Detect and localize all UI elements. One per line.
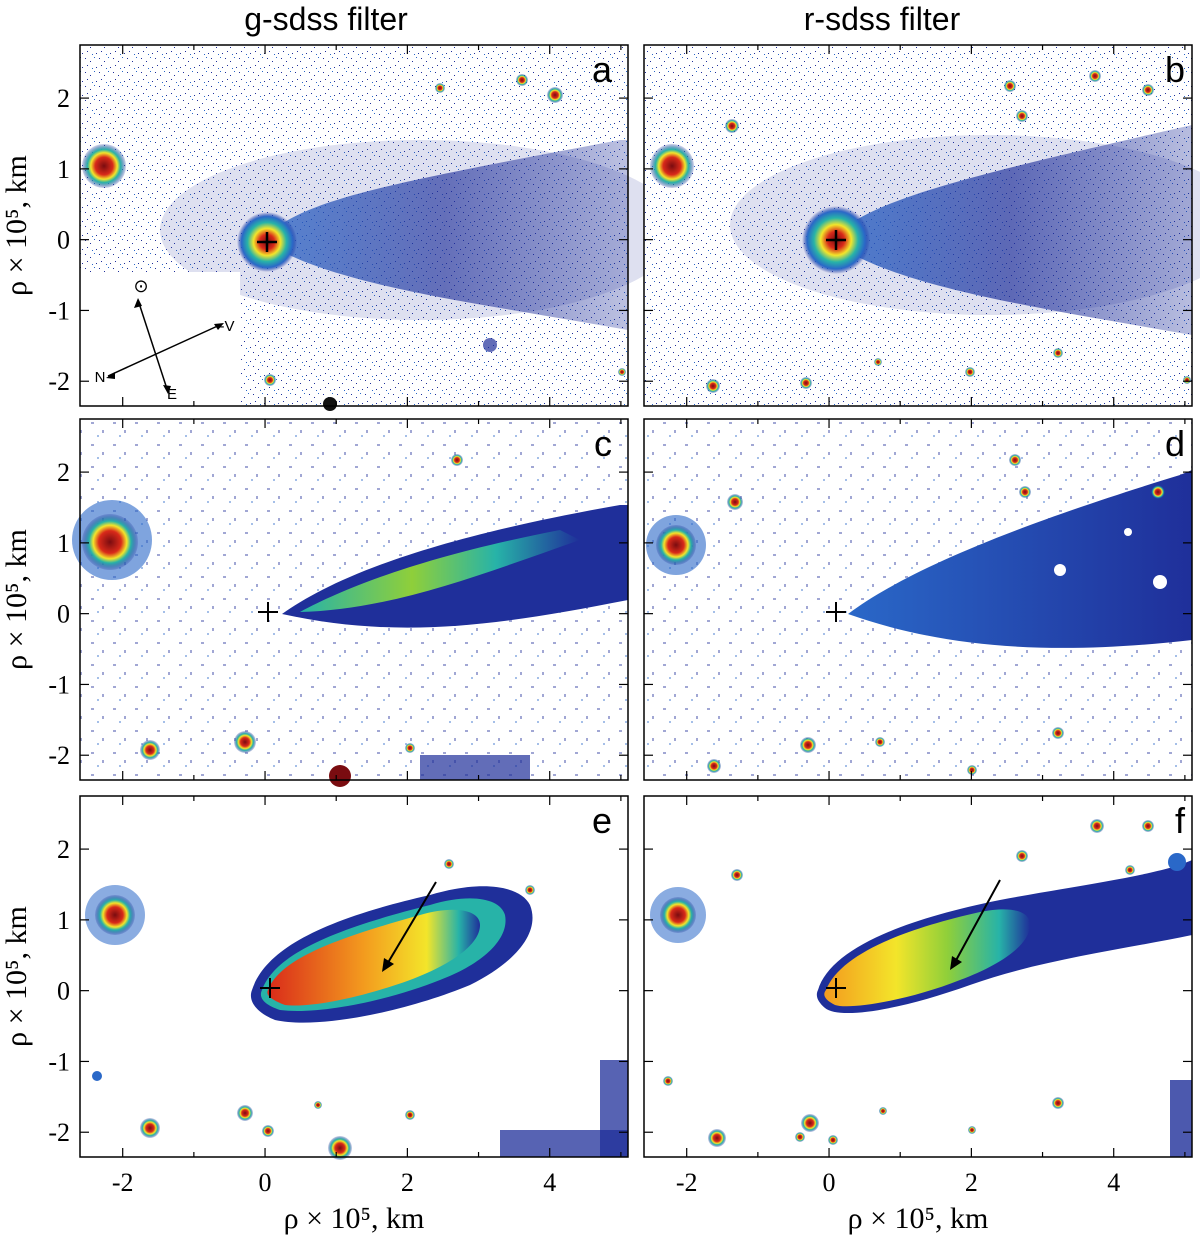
panel-f: f (643, 795, 1193, 1158)
panel-letter-e: e (592, 800, 612, 841)
x-tick-label: 0 (259, 1168, 272, 1197)
compass-inset: ⊙ N E -V (80, 272, 240, 406)
y-tick-label: 0 (57, 600, 70, 629)
y-tick-label: -2 (48, 741, 70, 770)
y-axis-label: ρ × 10⁵, km (0, 155, 33, 296)
panel-letter-a: a (592, 49, 613, 90)
panel-d: d (643, 418, 1193, 781)
y-tick-label: -2 (48, 367, 70, 396)
velocity-label: -V (220, 318, 235, 335)
y-tick-label: 1 (57, 529, 70, 558)
x-tick-label: -2 (676, 1168, 698, 1197)
panel-letter-c: c (594, 423, 612, 464)
panel-letter-d: d (1165, 423, 1185, 464)
y-tick-label: 2 (57, 84, 70, 113)
y-tick-label: -1 (48, 1047, 70, 1076)
y-tick-label: 1 (57, 155, 70, 184)
panel-a: ⊙ N E -V a (79, 44, 680, 411)
x-tick-label: 0 (823, 1168, 836, 1197)
feature-arrow-e (385, 881, 437, 967)
x-tick-label: -2 (112, 1168, 134, 1197)
column-title-g-sdss: g-sdss filter (244, 1, 408, 37)
x-axis-label: ρ × 10⁵, km (284, 1202, 425, 1235)
x-tick-label: 2 (965, 1168, 978, 1197)
y-tick-label: -1 (48, 296, 70, 325)
y-tick-label: 2 (57, 835, 70, 864)
y-tick-label: 1 (57, 906, 70, 935)
x-tick-label: 2 (401, 1168, 414, 1197)
north-label: N (95, 369, 106, 386)
column-title-r-sdss: r-sdss filter (804, 1, 961, 37)
y-axis-label: ρ × 10⁵, km (0, 906, 33, 1047)
sun-symbol: ⊙ (133, 276, 148, 296)
panel-letter-b: b (1165, 49, 1185, 90)
panel-b: b (643, 44, 1200, 407)
east-label: E (167, 386, 177, 403)
y-tick-label: 0 (57, 226, 70, 255)
y-tick-label: 0 (57, 977, 70, 1006)
panel-letter-f: f (1175, 800, 1186, 841)
y-tick-label: -2 (48, 1118, 70, 1147)
panel-c: c (72, 418, 629, 787)
x-tick-label: 4 (1107, 1168, 1120, 1197)
x-axis-label: ρ × 10⁵, km (848, 1202, 989, 1235)
axes-layer: 2 1 0 -1 -2 ρ × 10⁵, km 2 1 0 -1 -2 ρ × 10⁵, km 2 1 0 -… (0, 45, 1192, 1235)
y-axis-label: ρ × 10⁵, km (0, 529, 33, 670)
nucleus-marker (257, 232, 277, 252)
y-tick-label: -1 (48, 670, 70, 699)
x-tick-label: 4 (543, 1168, 556, 1197)
y-tick-label: 2 (57, 458, 70, 487)
panel-e: e (79, 795, 629, 1160)
feature-arrow-f (953, 879, 1001, 965)
